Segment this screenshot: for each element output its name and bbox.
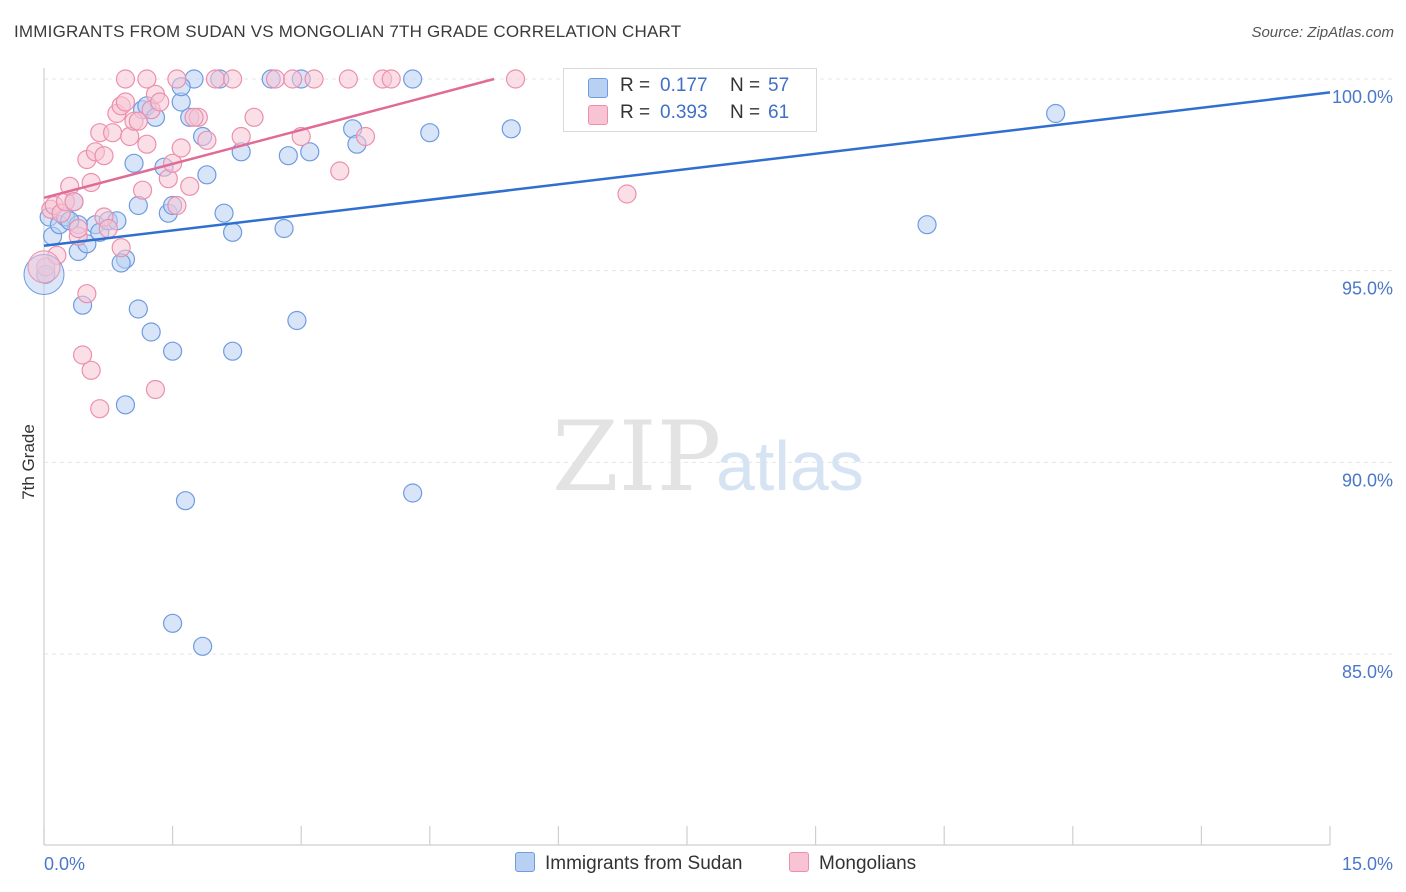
mongolians-point [137,69,157,89]
mongolians-point [304,69,324,89]
mongolians-point [197,130,217,150]
sudan-point [128,299,148,319]
mongolians-point [68,218,88,239]
y-tick-label: 95.0% [1342,279,1393,299]
mongolians-point [171,138,191,158]
x-tick-label: 15.0% [1342,854,1393,874]
sudan-point [420,123,440,143]
data-points [23,69,1066,656]
mongolians-point [330,161,350,181]
mongolians-point [505,69,526,89]
mongolians-point [167,195,187,216]
mongolians-point [617,184,637,204]
mongolians-point [115,92,136,112]
sudan-point [1046,103,1066,124]
sudan-point [223,222,243,242]
sudan-point [163,341,183,361]
sudan-point [403,483,423,503]
sudan-point [278,146,298,166]
mongolians-point [64,192,84,212]
series-legend: Immigrants from Sudan Mongolians [0,852,1406,878]
mongolians-point [90,399,110,419]
mongolians-point [381,69,401,89]
sudan-point [287,310,307,331]
mongolians-point [81,360,101,380]
sudan-point [175,491,196,511]
mongolians-point [128,111,148,131]
sudan-point [403,69,423,89]
sudan-point [197,165,217,185]
sudan-point [501,119,521,139]
mongolians-point [283,69,303,89]
series-swatch-sudan [515,852,535,872]
mongolians-point [223,69,243,89]
legend-n-label: N = [730,102,761,123]
mongolians-point [167,69,187,89]
chart-title: IMMIGRANTS FROM SUDAN VS MONGOLIAN 7TH G… [14,22,682,41]
mongolians-point [184,107,204,127]
mongolians-point-large [27,250,61,284]
sudan-point [917,215,937,235]
mongolians-point [244,107,264,127]
mongolians-point [72,345,93,365]
legend-n-value: 57 [768,75,790,96]
mongolians-trend-line [43,77,495,200]
mongolians-point [98,218,118,239]
mongolians-point [338,69,358,89]
mongolians-point [132,180,153,200]
series-legend-label: Mongolians [819,853,917,874]
legend-r-label: R = [620,102,651,123]
series-legend-mongolians: Mongolians [789,852,916,875]
legend-swatch-mongolians [588,105,608,125]
mongolians-point [102,123,123,143]
watermark-atlas: atlas [716,427,864,505]
sudan-point [193,636,213,656]
y-axis-label: 7th Grade [19,424,38,500]
sudan-point [214,203,234,223]
legend-n-value: 61 [768,102,790,123]
sudan-point [300,142,320,162]
chart-source: Source: ZipAtlas.com [1251,24,1394,41]
series-legend-label: Immigrants from Sudan [545,853,743,874]
mongolians-point [111,238,131,258]
sudan-point [141,322,161,342]
legend-r-value: 0.393 [660,102,708,123]
mongolians-point [145,379,166,400]
legend-n-label: N = [730,75,761,96]
mongolians-point [94,146,114,166]
watermark-zip: ZIP [552,401,721,513]
sudan-point [124,153,144,173]
mongolians-point [180,176,200,196]
correlation-legend: R = 0.177 N = 57 R = 0.393 N = 61 [563,68,817,132]
sudan-point [163,613,183,633]
sudan-point [223,341,243,361]
mongolians-point [115,69,136,89]
mongolians-point [265,69,286,89]
y-tick-label: 100.0% [1332,87,1393,107]
series-swatch-mongolians [789,852,809,872]
series-legend-sudan: Immigrants from Sudan [515,852,742,875]
tick-labels: 85.0% 90.0% 95.0% 100.0% 0.0% 15.0% [44,87,1393,874]
mongolians-point [355,126,376,147]
x-tick-label: 0.0% [44,854,85,874]
legend-r-label: R = [620,75,651,96]
y-tick-label: 85.0% [1342,662,1393,682]
sudan-trend-line [43,91,1331,247]
mongolians-point [231,126,251,147]
watermark: ZIP atlas [552,401,864,513]
mongolians-point [137,134,157,154]
legend-swatch-sudan [588,78,608,98]
mongolians-point [77,284,97,304]
sudan-point [274,218,294,239]
legend-r-value: 0.177 [660,75,708,96]
mongolians-point [205,69,226,89]
sudan-point [115,395,136,415]
trend-lines [43,77,1331,247]
y-tick-label: 90.0% [1342,470,1393,490]
mongolians-point [150,92,170,112]
